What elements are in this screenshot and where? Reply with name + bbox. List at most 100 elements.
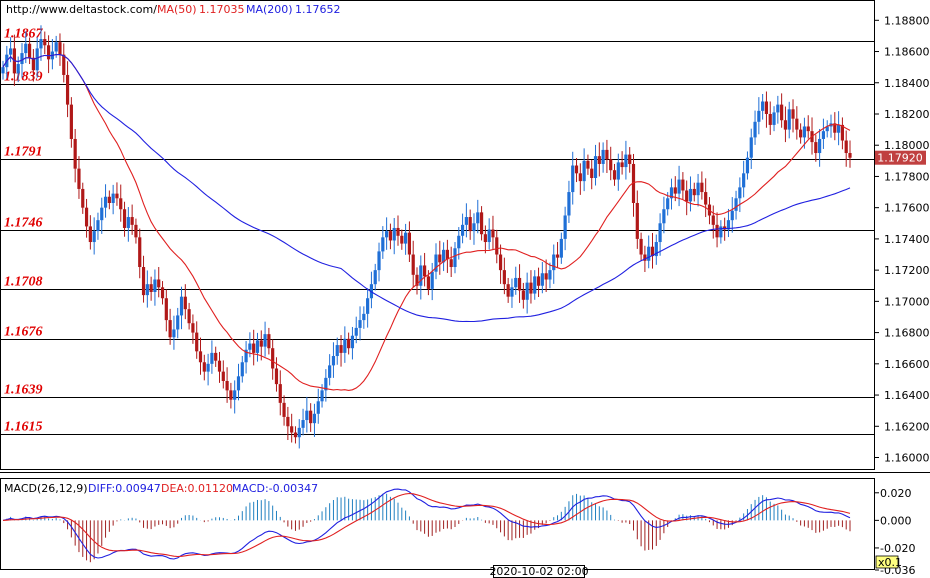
candle-body <box>328 365 332 378</box>
candle-body <box>430 271 434 289</box>
candle-body <box>700 182 704 193</box>
candle-body <box>225 380 229 391</box>
candle-body <box>685 190 689 202</box>
candle-body <box>590 168 594 179</box>
candle-body <box>662 209 666 224</box>
candle-body <box>248 343 252 350</box>
zoom-label[interactable]: x0.1 <box>878 556 902 569</box>
macd-name: MACD(26,12,9) <box>4 482 88 495</box>
candle-body <box>783 120 788 130</box>
price-tick-label: 1.16400 <box>884 389 930 402</box>
price-panel-frame <box>0 0 875 470</box>
candle-body <box>487 229 491 243</box>
candle-body <box>635 202 639 239</box>
candle-body <box>441 249 446 263</box>
candle-body <box>400 235 404 244</box>
candle-body <box>259 340 263 347</box>
candle-body <box>449 259 453 268</box>
candle-body <box>650 246 655 257</box>
candle-body <box>206 363 210 372</box>
candle-body <box>787 109 791 130</box>
candle-body <box>681 179 685 191</box>
candle-body <box>392 227 396 241</box>
candle-body <box>578 173 582 182</box>
candle-body <box>711 215 715 225</box>
candle-body <box>593 156 598 179</box>
candle-body <box>506 284 510 297</box>
ma200-line <box>2 53 851 323</box>
price-tick-label: 1.17600 <box>884 202 930 215</box>
candle-body <box>688 188 693 202</box>
candle-body <box>426 276 430 289</box>
candle-body <box>84 207 89 227</box>
candle-body <box>134 224 138 238</box>
price-tick-label: 1.17200 <box>884 264 930 277</box>
candle-body <box>818 138 822 154</box>
candle-body <box>396 227 400 236</box>
candle-body <box>407 232 412 255</box>
candle-body <box>620 162 624 168</box>
candle-body <box>369 284 374 299</box>
macd-tick-label: 0.020 <box>880 487 912 500</box>
candle-body <box>544 273 548 280</box>
candle-body <box>286 416 290 427</box>
candle-body <box>293 432 298 438</box>
candle-body <box>749 137 753 158</box>
candle-body <box>757 110 761 122</box>
candle-body <box>366 298 370 314</box>
candle-body <box>187 309 191 324</box>
candle-body <box>692 188 696 196</box>
candle-body <box>16 64 20 74</box>
candle-body <box>27 43 32 58</box>
candle-body <box>290 426 294 433</box>
candle-body <box>844 140 848 154</box>
candle-body <box>404 232 408 244</box>
macd-diff: DIFF:0.00947 <box>88 482 161 495</box>
candle-body <box>514 277 518 288</box>
candle-body <box>673 187 677 194</box>
candle-body <box>666 198 670 210</box>
price-tick-label: 1.16200 <box>884 420 930 433</box>
candle-body <box>605 149 609 160</box>
candle-body <box>457 235 461 249</box>
candle-body <box>179 296 184 316</box>
candle-body <box>214 352 218 361</box>
candle-body <box>77 168 81 189</box>
time-label: 2020-10-02 02:00 <box>489 565 588 578</box>
candle-body <box>73 138 77 169</box>
candle-body <box>536 276 541 286</box>
candle-body <box>464 217 468 225</box>
price-tick-label: 1.18800 <box>884 14 930 27</box>
candle-body <box>316 401 320 414</box>
candle-body <box>438 254 442 263</box>
candle-body <box>309 410 313 424</box>
candle-body <box>616 162 620 180</box>
price-tick-label: 1.16000 <box>884 452 930 465</box>
macd-diff-line <box>2 488 851 560</box>
candle-body <box>157 279 161 288</box>
candle-body <box>643 254 647 261</box>
candle-body <box>609 159 613 171</box>
ma50-value: 1.17035 <box>199 3 245 16</box>
candle-body <box>358 320 362 328</box>
candle-body <box>191 323 195 333</box>
zoom-box[interactable] <box>875 555 899 569</box>
price-axis: 1.18800 1.18600 1.18400 1.18200 1.18000 1.178… <box>875 14 930 465</box>
candle-body <box>347 338 351 349</box>
site-url[interactable]: http://www.deltastock.com/ <box>6 3 157 16</box>
candle-body <box>795 118 799 130</box>
candle-body <box>130 217 134 225</box>
level-label: 1.1708 <box>4 275 43 290</box>
candle-body <box>445 249 449 260</box>
candle-body <box>81 188 85 208</box>
candle-body <box>814 142 818 154</box>
candle-body <box>552 254 556 271</box>
candle-body <box>476 212 480 224</box>
candle-body <box>483 234 487 243</box>
candlesticks <box>1 25 852 449</box>
candle-body <box>726 220 731 230</box>
candle-body <box>677 179 681 194</box>
candle-body <box>491 229 495 238</box>
candle-body <box>631 163 636 203</box>
